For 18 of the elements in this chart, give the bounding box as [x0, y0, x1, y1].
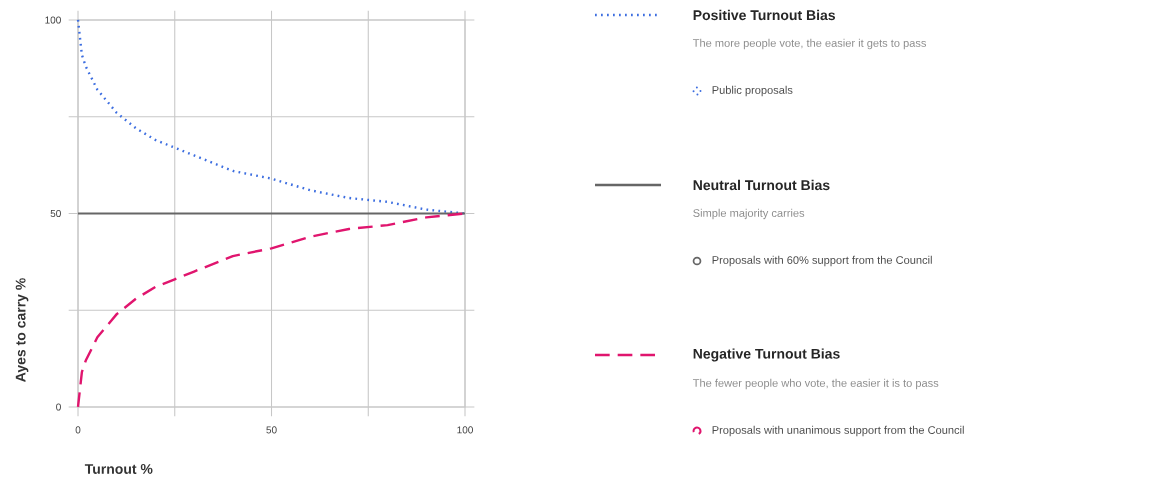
y-tick-label: 0 [56, 403, 61, 411]
x-tick-label: 0 [75, 426, 81, 434]
y-tick-label: 50 [50, 209, 61, 218]
text: Public proposals [712, 85, 793, 97]
legend-label: Neutral Turnout Bias [693, 179, 830, 191]
text: Simple majority carries [693, 208, 805, 220]
line-series [76, 18, 467, 215]
x-tick-label: 50 [266, 426, 277, 434]
y-axis-title: Ayes to carry % [15, 278, 29, 382]
text: The more people vote, the easier it gets to pass [692, 38, 927, 50]
text: Proposals with unanimous support from the Council [712, 425, 964, 437]
text: The fewer people who vote, the easier it is to pass [692, 378, 939, 390]
y-tick-label: 100 [45, 16, 61, 24]
legend-label: Positive Turnout Bias [693, 9, 836, 21]
legend-label: Negative Turnout Bias [693, 348, 840, 362]
text: Proposals with 60% support from the Council [712, 255, 932, 267]
x-axis-title: Turnout % [84, 464, 153, 474]
x-tick-label: 100 [457, 426, 473, 434]
